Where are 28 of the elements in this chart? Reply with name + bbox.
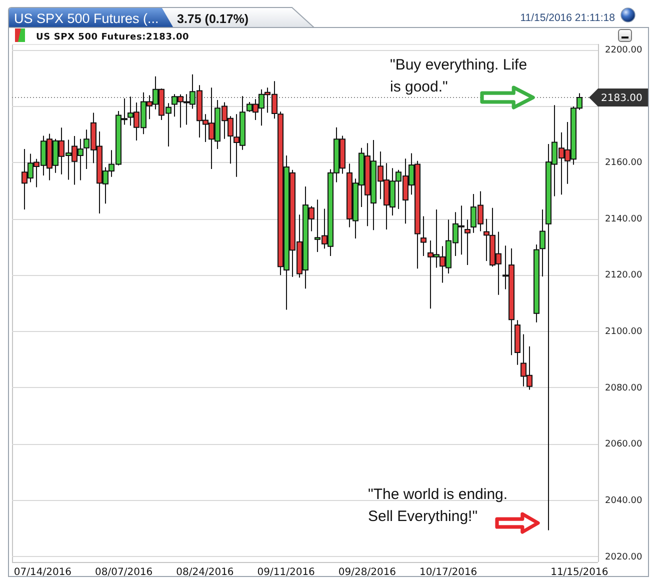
x-tick-label: 09/11/2016 (257, 567, 315, 578)
x-tick-label: 09/28/2016 (338, 567, 396, 578)
y-tick-label: 2040.00 (605, 496, 642, 506)
x-tick-label: 08/24/2016 (176, 567, 234, 578)
y-tick-label: 2080.00 (605, 383, 642, 394)
x-tick-label: 08/07/2016 (95, 567, 153, 578)
candlestick (540, 209, 546, 278)
annotation: "The world is ending. Sell Everything!" (368, 486, 508, 525)
x-tick-label: 11/15/2016 (550, 567, 608, 578)
annotation: "Buy everything. Life is good." (390, 56, 528, 96)
y-tick-label: 2120.00 (605, 270, 642, 281)
x-tick-label: 07/14/2016 (14, 567, 72, 578)
text: 11/15/2016 21:11:18 (520, 12, 616, 24)
y-tick-label: 2020.00 (605, 552, 642, 562)
candlestick (534, 244, 540, 323)
chart-subtitle: US SPX 500 Futures:2183.00 (36, 32, 190, 42)
y-tick-label: 2100.00 (605, 327, 642, 338)
y-tick-label: 2060.00 (605, 440, 642, 450)
chart-title: US SPX 500 Futures (... (14, 11, 159, 26)
candlestick (464, 219, 470, 266)
y-tick-label: 2160.00 (605, 158, 642, 168)
y-tick-label: 2200.00 (605, 46, 642, 56)
ref-line-label: 2183.00 (601, 93, 642, 104)
x-tick-label: 10/17/2016 (420, 567, 478, 578)
candlestick (514, 320, 520, 366)
candlestick (420, 216, 426, 256)
y-tick-label: 2140.00 (605, 214, 642, 224)
text: 3.75 (0.17%) (177, 12, 249, 26)
